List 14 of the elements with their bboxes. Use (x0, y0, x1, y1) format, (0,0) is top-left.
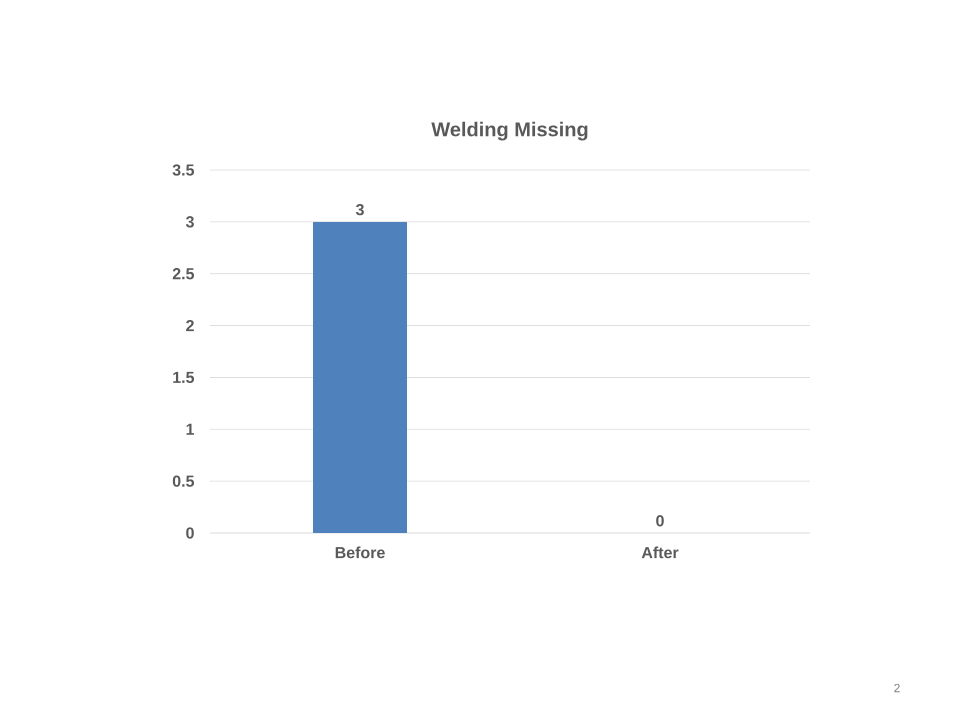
chart-title: Welding Missing (431, 122, 588, 140)
y-tick-label: 3.5 (172, 164, 194, 176)
data-label: 0 (656, 515, 664, 526)
x-tick-label: Before (336, 546, 385, 558)
y-tick-label: 2 (186, 320, 194, 332)
text: 2 (894, 684, 900, 692)
y-tick-label: 3 (186, 216, 194, 228)
y-tick-label: 0.5 (172, 475, 194, 487)
y-tick-label: 1.5 (173, 372, 194, 384)
data-label: 3 (356, 204, 364, 216)
y-tick-label: 2.5 (172, 268, 194, 280)
y-tick-label: 1 (186, 424, 194, 435)
x-tick-label: After (642, 546, 678, 558)
y-tick-label: 0 (186, 527, 194, 539)
